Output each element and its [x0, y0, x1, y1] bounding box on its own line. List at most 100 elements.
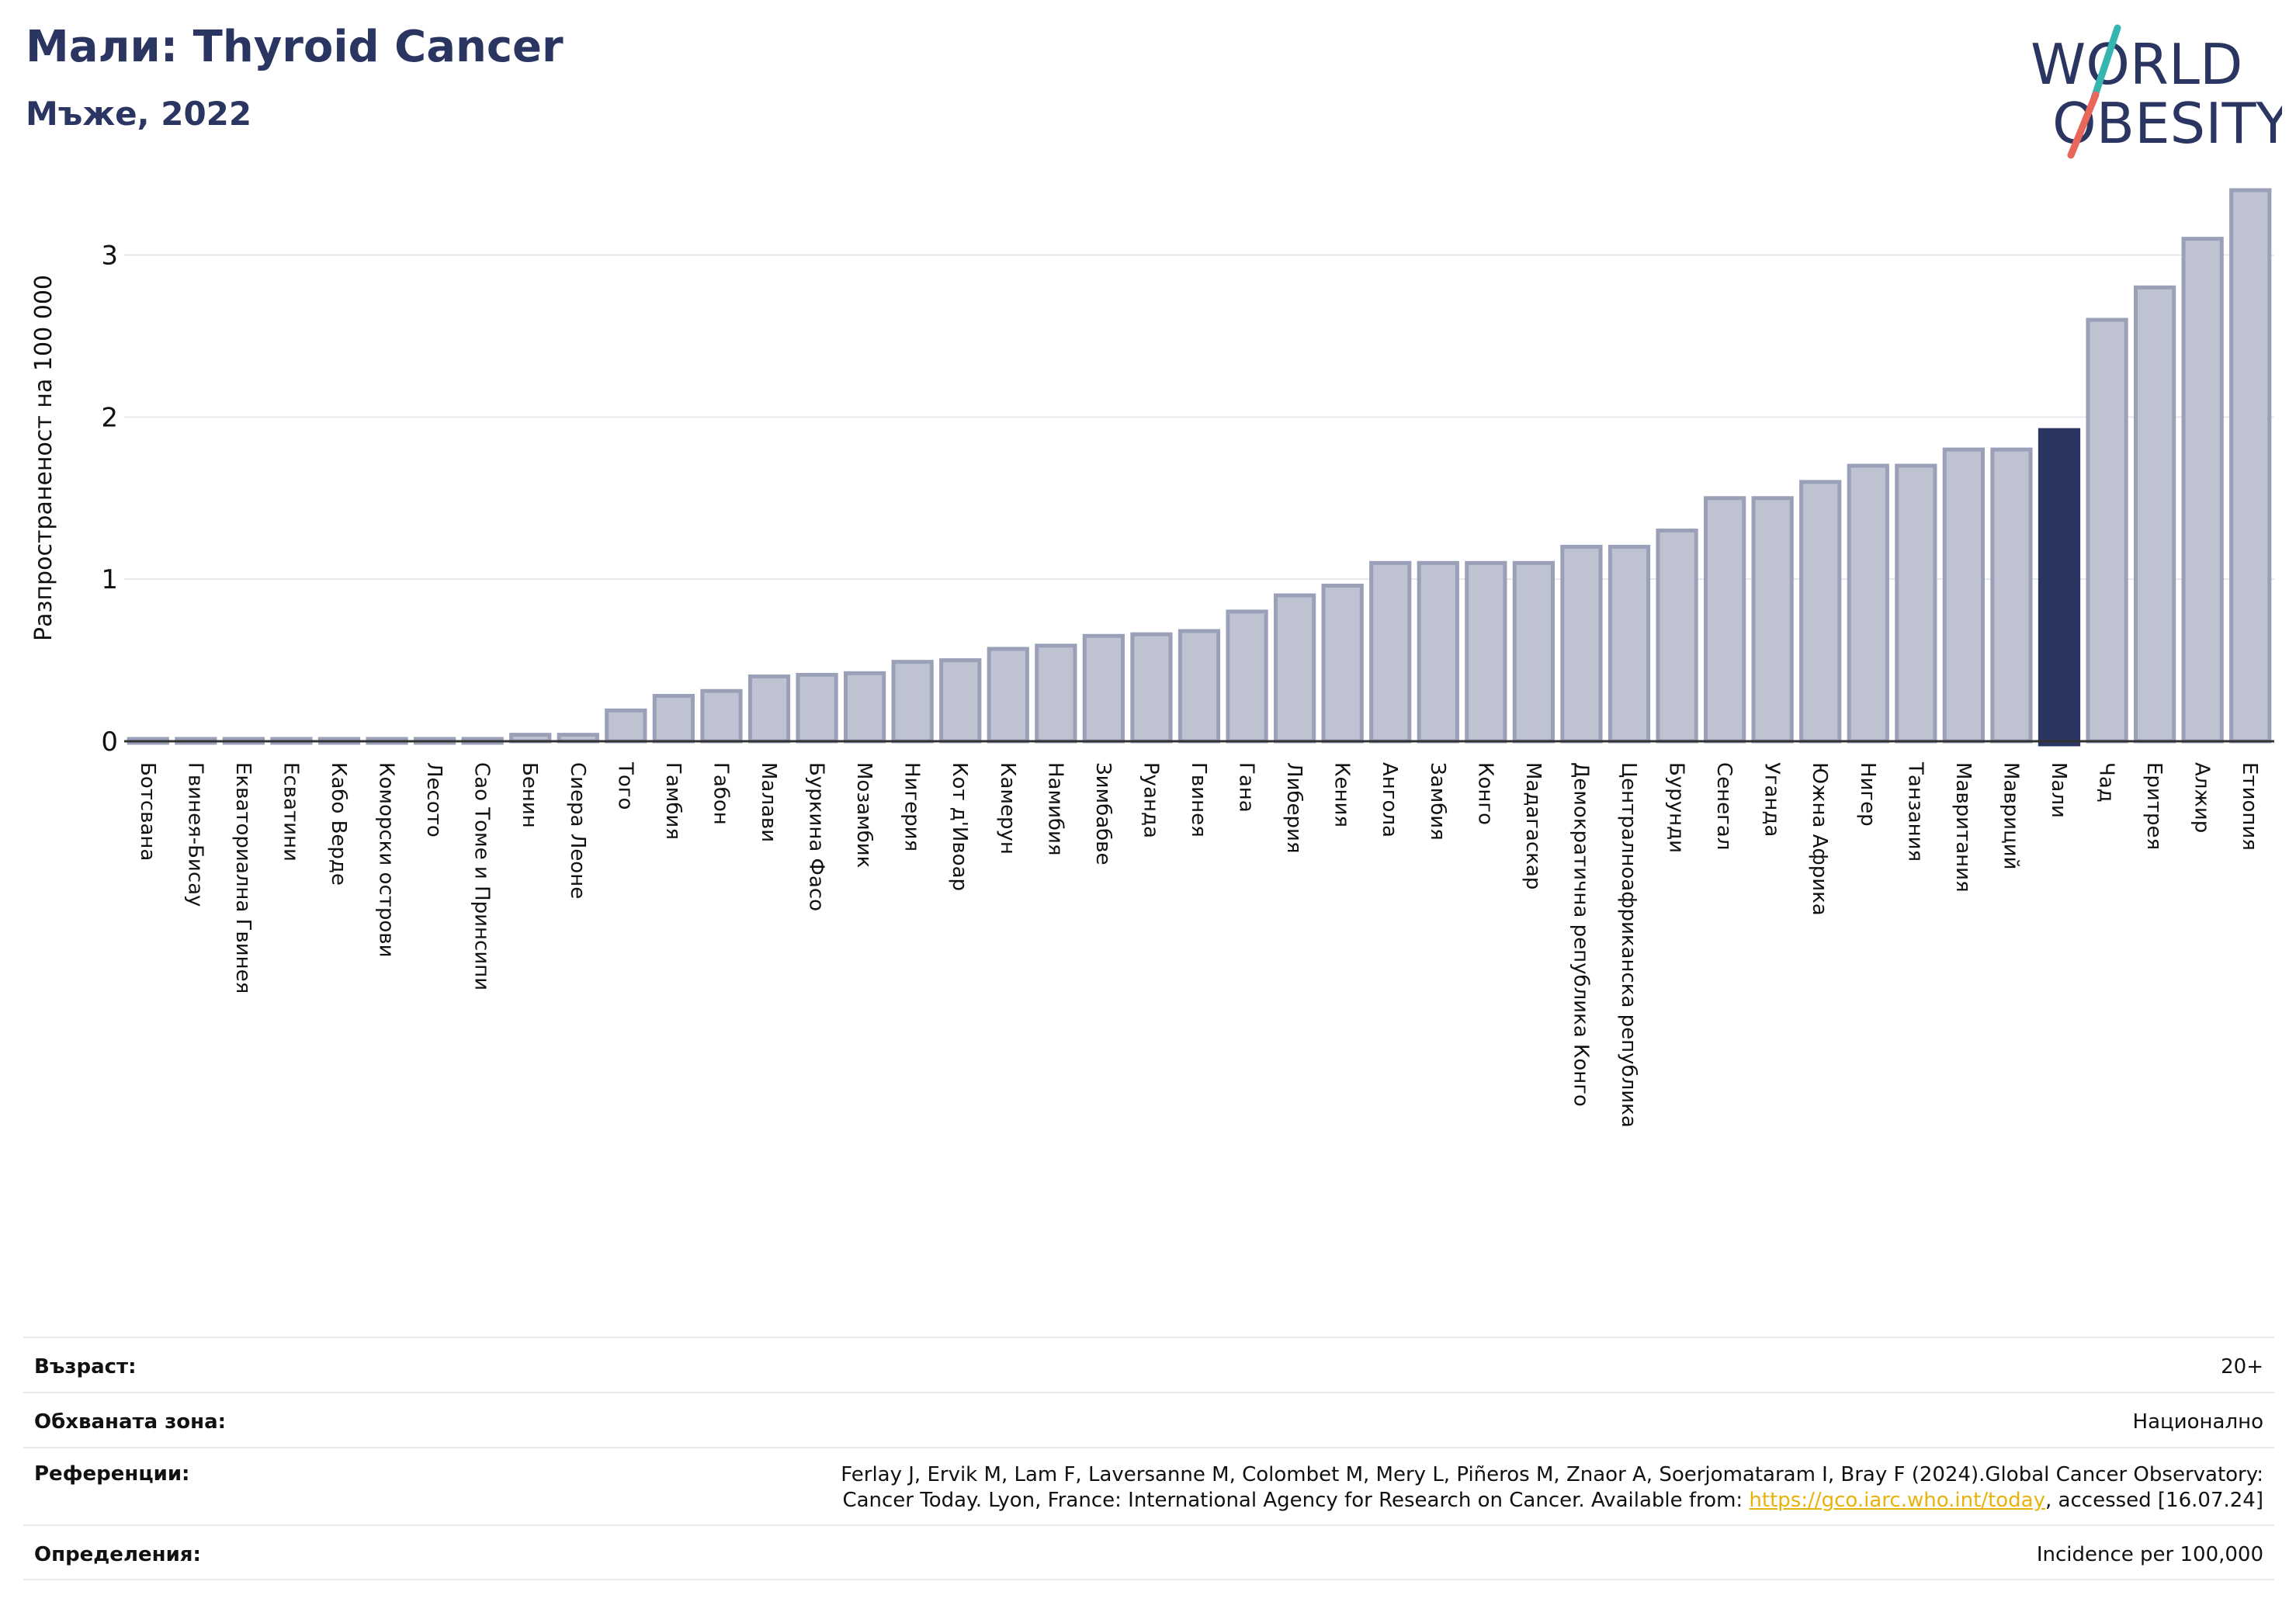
bar — [843, 671, 886, 744]
category-label: Конго — [1473, 762, 1497, 825]
category-label: Сао Томе и Принсипи — [470, 762, 494, 990]
references-line-2-post: , accessed [16.07.24] — [2045, 1489, 2263, 1512]
category-label: Нигер — [1856, 762, 1879, 827]
logo-slash-top — [2090, 24, 2121, 102]
category-label: Демократична република Конго — [1569, 762, 1592, 1107]
age-label: Възраст: — [34, 1355, 137, 1379]
category-label: Либерия — [1282, 762, 1306, 854]
coverage-value: Национално — [2132, 1410, 2263, 1434]
references-value: Ferlay J, Ervik M, Lam F, Laversanne M, … — [841, 1462, 2263, 1514]
category-label: Замбия — [1426, 762, 1449, 841]
category-label: Сиера Леоне — [566, 762, 589, 899]
bar — [700, 688, 743, 744]
logo-slash-bottom — [2067, 91, 2100, 159]
category-label: Лесото — [422, 762, 446, 838]
bar — [1512, 560, 1556, 744]
bar — [1130, 632, 1173, 744]
references-line-2-pre: Cancer Today. Lyon, France: Internationa… — [842, 1489, 1750, 1512]
category-label: Танзания — [1903, 761, 1927, 862]
bar — [1990, 447, 2033, 744]
bar — [939, 658, 982, 744]
bar — [1656, 529, 1698, 744]
bar — [1942, 447, 1986, 744]
logo-line-1: WORLD — [2031, 32, 2242, 97]
category-label: Алжир — [2190, 762, 2214, 833]
bar — [2181, 237, 2224, 744]
y-tick-label: 2 — [101, 402, 118, 433]
category-label: Есватини — [279, 762, 302, 862]
category-label: Ангола — [1378, 762, 1401, 838]
bar — [891, 660, 934, 744]
bar — [1321, 584, 1364, 744]
bar — [1035, 643, 1077, 744]
info-row-references: Референции: Ferlay J, Ervik M, Lam F, La… — [23, 1447, 2274, 1524]
y-tick-label: 0 — [101, 727, 118, 758]
category-label: Гвинея — [1187, 762, 1210, 838]
info-table: Възраст: 20+ Обхваната зона: Национално … — [23, 1337, 2274, 1580]
category-label: Гвинея-Бисау — [183, 762, 206, 907]
bar-chart: 0 1 2 3 Ботсвана Гвинея-Бисау Екваториална Гв… — [30, 188, 2274, 1128]
y-tick-label: 1 — [101, 564, 118, 595]
world-obesity-logo: WORLD OBESITY — [2031, 24, 2282, 159]
bar — [1417, 560, 1459, 744]
definitions-value: Incidence per 100,000 — [2036, 1543, 2263, 1566]
category-label: Бенин — [518, 762, 541, 828]
category-label: Намибия — [1043, 762, 1066, 856]
category-label: Централноафриканска република — [1617, 762, 1640, 1128]
info-row-age: Възраст: 20+ — [23, 1337, 2274, 1392]
category-label: Буркина Фасо — [805, 762, 828, 911]
bar — [987, 647, 1029, 744]
bar — [1226, 609, 1268, 744]
category-label: Коморски острови — [375, 762, 398, 958]
category-label: Камерун — [996, 762, 1019, 855]
bar — [1608, 544, 1651, 744]
category-label: Того — [613, 761, 636, 810]
bar — [2086, 317, 2128, 744]
category-label: Южна Африка — [1808, 762, 1831, 916]
chart-title: Мали: Thyroid Cancer — [26, 22, 564, 72]
category-label: Зимбабве — [1091, 762, 1115, 865]
category-label: Мавриций — [1999, 762, 2022, 870]
bar — [1177, 629, 1221, 744]
category-label: Мали — [2047, 762, 2070, 818]
bar — [1273, 593, 1316, 744]
references-link[interactable]: https://gco.iarc.who.int/today — [1749, 1489, 2046, 1512]
references-label: Референции: — [34, 1462, 190, 1486]
y-tick-label: 3 — [101, 241, 118, 272]
bar — [652, 694, 695, 744]
category-label: Етиопия — [2238, 762, 2261, 851]
bar — [1369, 560, 1412, 744]
definitions-label: Определения: — [34, 1543, 201, 1566]
bar — [1799, 480, 1842, 744]
age-value: 20+ — [2221, 1355, 2263, 1379]
category-label: Уганда — [1760, 762, 1784, 837]
chart-subtitle: Мъже, 2022 — [26, 95, 252, 133]
bar — [747, 674, 791, 744]
category-label: Мадагаскар — [1521, 762, 1545, 890]
y-tick-labels: 0 1 2 3 — [101, 241, 118, 758]
bar — [1465, 560, 1507, 744]
info-row-coverage: Обхваната зона: Национално — [23, 1392, 2274, 1447]
category-label: Малави — [757, 762, 780, 842]
bar — [2133, 285, 2176, 744]
bars — [127, 188, 2272, 747]
category-label: Кабо Верде — [327, 762, 350, 886]
category-label: Гана — [1235, 762, 1258, 813]
category-label: Гамбия — [661, 762, 685, 840]
bar — [1703, 496, 1746, 744]
y-axis-label: Разпространеност на 100 000 — [30, 275, 57, 641]
category-label: Мозамбик — [852, 762, 876, 868]
category-label: Екваториална Гвинея — [231, 762, 255, 994]
category-label: Кения — [1330, 762, 1354, 827]
category-label: Чад — [2095, 762, 2118, 803]
bar — [605, 708, 647, 744]
bar-highlight — [2038, 428, 2081, 747]
coverage-label: Обхваната зона: — [34, 1410, 227, 1434]
category-label: Мавритания — [1951, 762, 1975, 893]
category-label: Еритрея — [2142, 762, 2166, 850]
bar — [1560, 544, 1603, 744]
category-label: Нигерия — [900, 762, 924, 851]
category-label: Бурунди — [1665, 762, 1688, 853]
category-label: Кот д'Ивоар — [948, 762, 971, 891]
info-row-definitions: Определения: Incidence per 100,000 — [23, 1524, 2274, 1580]
